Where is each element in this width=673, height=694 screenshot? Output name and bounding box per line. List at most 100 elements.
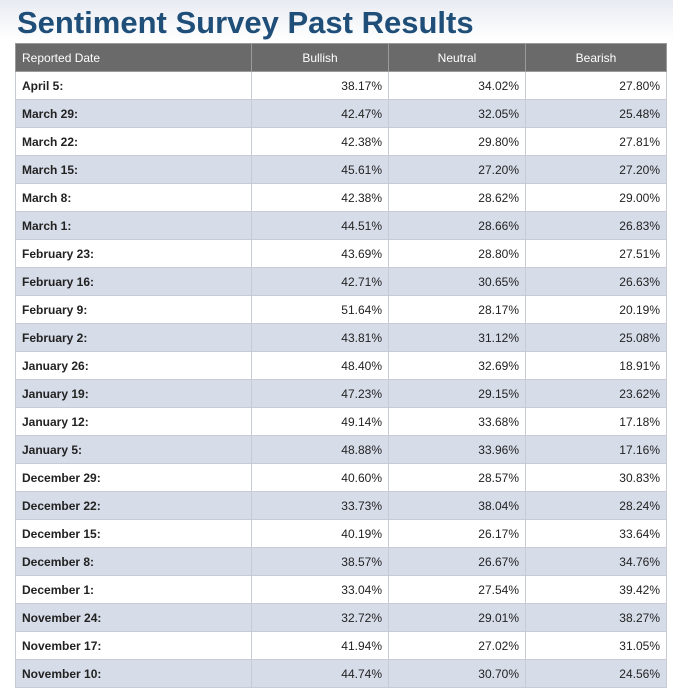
neutral-cell: 29.80% (388, 127, 526, 156)
date-cell: February 2: (15, 323, 252, 352)
bearish-cell: 27.81% (525, 127, 667, 156)
header-bearish: Bearish (525, 43, 667, 72)
neutral-cell: 33.68% (388, 407, 526, 436)
bearish-cell: 27.20% (525, 155, 667, 184)
date-cell: December 1: (15, 575, 252, 604)
neutral-cell: 32.69% (388, 351, 526, 380)
date-cell: December 8: (15, 547, 252, 576)
date-cell: January 26: (15, 351, 252, 380)
neutral-cell: 30.65% (388, 267, 526, 296)
table-row: March 15: 45.61% 27.20% 27.20% (15, 155, 667, 184)
bearish-cell: 25.08% (525, 323, 667, 352)
neutral-cell: 27.20% (388, 155, 526, 184)
neutral-cell: 26.67% (388, 547, 526, 576)
bearish-cell: 29.00% (525, 183, 667, 212)
bullish-cell: 40.60% (251, 463, 389, 492)
bearish-cell: 38.27% (525, 603, 667, 632)
neutral-cell: 33.96% (388, 435, 526, 464)
bearish-cell: 26.63% (525, 267, 667, 296)
header-row: Reported Date Bullish Neutral Bearish (15, 43, 667, 72)
bullish-cell: 41.94% (251, 631, 389, 660)
bullish-cell: 42.38% (251, 127, 389, 156)
table-row: March 29: 42.47% 32.05% 25.48% (15, 99, 667, 128)
date-cell: November 24: (15, 603, 252, 632)
table-row: December 15: 40.19% 26.17% 33.64% (15, 519, 667, 548)
table-row: December 1: 33.04% 27.54% 39.42% (15, 575, 667, 604)
bullish-cell: 38.57% (251, 547, 389, 576)
date-cell: December 29: (15, 463, 252, 492)
date-cell: March 22: (15, 127, 252, 156)
date-cell: April 5: (15, 71, 252, 100)
date-cell: November 17: (15, 631, 252, 660)
table-body: April 5: 38.17% 34.02% 27.80% March 29: 42.47… (15, 71, 667, 688)
neutral-cell: 26.17% (388, 519, 526, 548)
bearish-cell: 17.18% (525, 407, 667, 436)
header-reported-date: Reported Date (15, 43, 252, 72)
bearish-cell: 17.16% (525, 435, 667, 464)
bearish-cell: 30.83% (525, 463, 667, 492)
date-cell: January 12: (15, 407, 252, 436)
table-row: February 2: 43.81% 31.12% 25.08% (15, 323, 667, 352)
bullish-cell: 42.47% (251, 99, 389, 128)
neutral-cell: 28.57% (388, 463, 526, 492)
neutral-cell: 28.62% (388, 183, 526, 212)
date-cell: January 19: (15, 379, 252, 408)
table-row: April 5: 38.17% 34.02% 27.80% (15, 71, 667, 100)
bearish-cell: 27.80% (525, 71, 667, 100)
bearish-cell: 27.51% (525, 239, 667, 268)
table-row: March 1: 44.51% 28.66% 26.83% (15, 211, 667, 240)
table-row: February 23: 43.69% 28.80% 27.51% (15, 239, 667, 268)
bullish-cell: 42.38% (251, 183, 389, 212)
neutral-cell: 29.01% (388, 603, 526, 632)
bullish-cell: 48.88% (251, 435, 389, 464)
neutral-cell: 29.15% (388, 379, 526, 408)
bearish-cell: 25.48% (525, 99, 667, 128)
bullish-cell: 43.69% (251, 239, 389, 268)
bullish-cell: 45.61% (251, 155, 389, 184)
table-row: November 24: 32.72% 29.01% 38.27% (15, 603, 667, 632)
table-row: January 19: 47.23% 29.15% 23.62% (15, 379, 667, 408)
bullish-cell: 48.40% (251, 351, 389, 380)
table-row: December 29: 40.60% 28.57% 30.83% (15, 463, 667, 492)
table-row: December 22: 33.73% 38.04% 28.24% (15, 491, 667, 520)
neutral-cell: 28.66% (388, 211, 526, 240)
page-title: Sentiment Survey Past Results (17, 5, 474, 40)
neutral-cell: 30.70% (388, 659, 526, 688)
table-row: January 5: 48.88% 33.96% 17.16% (15, 435, 667, 464)
table-row: November 17: 41.94% 27.02% 31.05% (15, 631, 667, 660)
neutral-cell: 28.17% (388, 295, 526, 324)
table-header: Reported Date Bullish Neutral Bearish (15, 43, 667, 72)
bearish-cell: 20.19% (525, 295, 667, 324)
neutral-cell: 28.80% (388, 239, 526, 268)
neutral-cell: 27.54% (388, 575, 526, 604)
date-cell: November 10: (15, 659, 252, 688)
date-cell: March 1: (15, 211, 252, 240)
date-cell: February 23: (15, 239, 252, 268)
table-row: January 26: 48.40% 32.69% 18.91% (15, 351, 667, 380)
bullish-cell: 32.72% (251, 603, 389, 632)
bullish-cell: 44.51% (251, 211, 389, 240)
bullish-cell: 44.74% (251, 659, 389, 688)
sentiment-results-table: Reported Date Bullish Neutral Bearish Ap… (15, 43, 667, 688)
neutral-cell: 38.04% (388, 491, 526, 520)
bearish-cell: 24.56% (525, 659, 667, 688)
bullish-cell: 33.04% (251, 575, 389, 604)
bearish-cell: 18.91% (525, 351, 667, 380)
bullish-cell: 49.14% (251, 407, 389, 436)
neutral-cell: 27.02% (388, 631, 526, 660)
bearish-cell: 31.05% (525, 631, 667, 660)
table-row: December 8: 38.57% 26.67% 34.76% (15, 547, 667, 576)
bullish-cell: 42.71% (251, 267, 389, 296)
header-bullish: Bullish (251, 43, 389, 72)
date-cell: March 29: (15, 99, 252, 128)
header-neutral: Neutral (388, 43, 526, 72)
bullish-cell: 33.73% (251, 491, 389, 520)
bearish-cell: 33.64% (525, 519, 667, 548)
table-row: March 8: 42.38% 28.62% 29.00% (15, 183, 667, 212)
neutral-cell: 34.02% (388, 71, 526, 100)
bearish-cell: 28.24% (525, 491, 667, 520)
bullish-cell: 40.19% (251, 519, 389, 548)
date-cell: March 15: (15, 155, 252, 184)
table-row: November 10: 44.74% 30.70% 24.56% (15, 659, 667, 688)
